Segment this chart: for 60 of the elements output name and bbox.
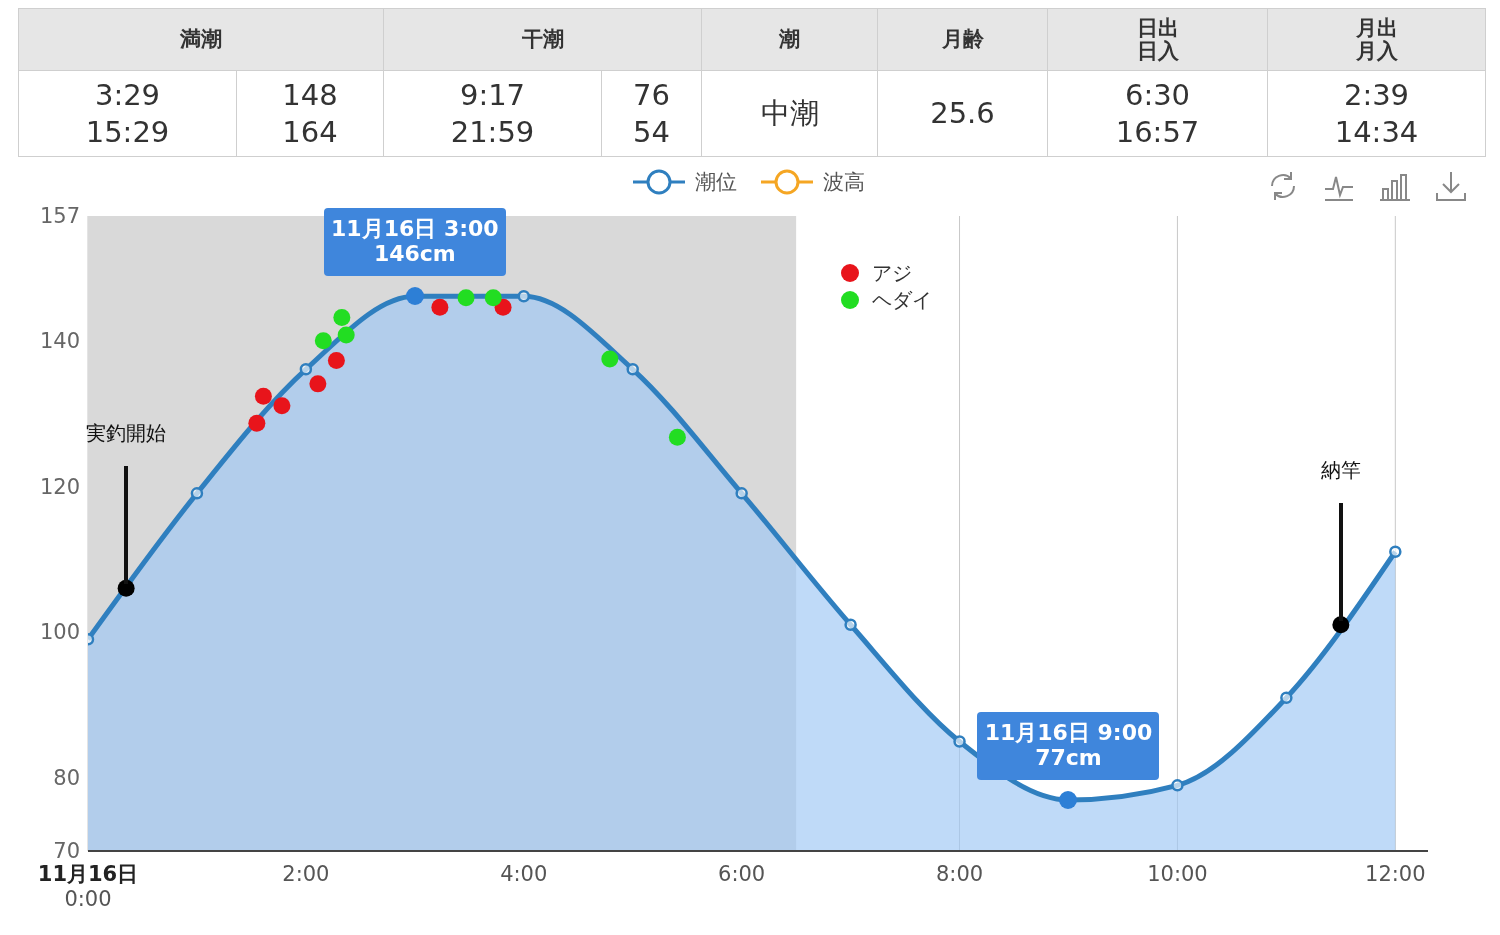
y-tick-label: 70 bbox=[53, 839, 80, 864]
point bbox=[668, 428, 686, 446]
point bbox=[1332, 616, 1350, 634]
y-tick-label: 157 bbox=[39, 204, 80, 229]
annotation: 実釣開始 bbox=[85, 420, 168, 448]
point bbox=[117, 579, 135, 597]
text: 25.6 bbox=[929, 95, 996, 132]
category-label: 潮 bbox=[778, 27, 801, 51]
x-tick-label: 11月16日 0:00 bbox=[37, 862, 139, 911]
text: 中潮 bbox=[759, 95, 820, 132]
category-label: 月出月入 bbox=[1354, 15, 1399, 63]
text: 148 164 bbox=[281, 76, 339, 151]
text: 6:30 16:57 bbox=[1114, 76, 1201, 151]
y-tick-label: 100 bbox=[39, 620, 80, 645]
category-label: 満潮 bbox=[179, 27, 223, 51]
text: 76 54 bbox=[632, 76, 671, 151]
point bbox=[190, 487, 204, 500]
point bbox=[1389, 545, 1402, 558]
category-label: 干潮 bbox=[520, 27, 565, 51]
category-label: 日出日入 bbox=[1135, 15, 1180, 63]
point bbox=[327, 352, 345, 370]
point bbox=[953, 735, 966, 748]
x-tick-label: 6:00 bbox=[718, 862, 766, 886]
point bbox=[484, 289, 502, 307]
point bbox=[273, 397, 291, 415]
point bbox=[333, 308, 351, 326]
point bbox=[601, 350, 619, 368]
point bbox=[248, 414, 266, 432]
point bbox=[337, 326, 355, 344]
point bbox=[1280, 691, 1293, 704]
text: 9:17 21:59 bbox=[449, 76, 536, 151]
point bbox=[309, 375, 327, 393]
point bbox=[299, 363, 313, 376]
legend-label: アジ bbox=[871, 259, 912, 287]
category-label: 月齢 bbox=[940, 27, 985, 51]
legend-label: ヘダイ bbox=[871, 286, 932, 314]
text: 2:39 14:34 bbox=[1333, 76, 1420, 151]
x-tick-label: 4:00 bbox=[500, 862, 548, 886]
point bbox=[314, 332, 332, 350]
x-tick-label: 12:00 bbox=[1365, 862, 1426, 886]
point bbox=[457, 289, 475, 307]
annotation: 11月16日 3:00 146cm bbox=[330, 216, 500, 267]
x-tick-label: 2:00 bbox=[282, 862, 330, 886]
annotation: 納竿 bbox=[1319, 456, 1362, 484]
annotation: 11月16日 9:00 77cm bbox=[983, 719, 1154, 770]
text: 3:29 15:29 bbox=[84, 76, 171, 151]
y-tick-label: 140 bbox=[39, 328, 80, 353]
point bbox=[844, 618, 857, 631]
legend-label: 波高 bbox=[823, 169, 865, 196]
point bbox=[254, 387, 272, 405]
x-tick-label: 8:00 bbox=[935, 862, 984, 886]
point bbox=[735, 487, 748, 500]
point bbox=[431, 298, 449, 316]
x-tick-label: 10:00 bbox=[1147, 862, 1208, 886]
point bbox=[1171, 779, 1184, 792]
legend-label: 潮位 bbox=[695, 169, 737, 196]
y-tick-label: 120 bbox=[39, 474, 80, 499]
y-tick-label: 80 bbox=[53, 766, 80, 791]
point bbox=[626, 363, 639, 376]
point bbox=[517, 290, 531, 303]
